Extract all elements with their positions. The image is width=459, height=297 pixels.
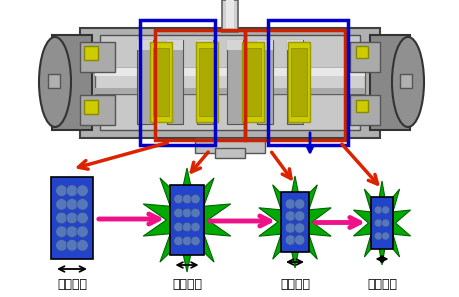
Bar <box>95 88 364 94</box>
Circle shape <box>182 236 191 246</box>
Circle shape <box>174 208 183 218</box>
Text: 第二阶段: 第二阶段 <box>172 279 202 291</box>
Bar <box>150 42 172 122</box>
Circle shape <box>174 222 183 232</box>
Bar <box>355 46 367 58</box>
Bar <box>100 35 359 130</box>
Bar <box>370 197 392 249</box>
Bar <box>241 42 263 122</box>
Bar <box>80 28 379 138</box>
Bar <box>84 100 98 114</box>
Circle shape <box>174 236 183 246</box>
Bar <box>170 185 203 255</box>
Circle shape <box>381 219 389 227</box>
Bar <box>52 35 92 130</box>
Circle shape <box>190 208 200 218</box>
Bar <box>349 42 379 72</box>
Circle shape <box>374 232 381 240</box>
Circle shape <box>77 199 88 210</box>
Circle shape <box>294 199 304 209</box>
Circle shape <box>56 226 67 237</box>
Circle shape <box>56 212 67 224</box>
Bar <box>155 30 245 140</box>
Circle shape <box>182 194 191 204</box>
Bar <box>226 40 242 124</box>
Bar <box>167 40 183 124</box>
Circle shape <box>190 222 200 232</box>
Text: 第一阶段: 第一阶段 <box>57 279 87 291</box>
Bar <box>291 48 306 116</box>
Circle shape <box>77 240 88 251</box>
Bar <box>84 46 98 60</box>
Ellipse shape <box>39 37 71 127</box>
Bar <box>286 40 302 50</box>
Text: 第三阶段: 第三阶段 <box>280 279 309 291</box>
Circle shape <box>66 226 78 237</box>
Bar <box>286 40 302 124</box>
Circle shape <box>294 223 304 233</box>
Circle shape <box>190 194 200 204</box>
Circle shape <box>190 236 200 246</box>
Bar <box>140 20 214 145</box>
Polygon shape <box>143 168 230 272</box>
Bar <box>196 42 218 122</box>
Bar <box>225 0 234 28</box>
Bar <box>280 192 308 252</box>
Text: 第四阶段: 第四阶段 <box>366 279 396 291</box>
Bar <box>349 95 379 125</box>
Bar <box>195 138 264 153</box>
Circle shape <box>285 199 295 209</box>
Circle shape <box>66 185 78 196</box>
Circle shape <box>77 212 88 224</box>
Circle shape <box>182 222 191 232</box>
Bar <box>399 74 411 88</box>
Circle shape <box>381 232 389 240</box>
Circle shape <box>66 240 78 251</box>
Bar <box>268 20 347 145</box>
Circle shape <box>374 206 381 214</box>
Bar <box>245 48 260 116</box>
Circle shape <box>182 208 191 218</box>
Bar <box>226 40 242 50</box>
Ellipse shape <box>391 37 423 127</box>
Polygon shape <box>353 181 409 265</box>
Bar <box>153 48 168 116</box>
Circle shape <box>77 226 88 237</box>
Circle shape <box>77 185 88 196</box>
Circle shape <box>56 240 67 251</box>
Bar <box>214 148 245 158</box>
Bar <box>369 35 409 130</box>
Bar <box>48 74 60 88</box>
Circle shape <box>285 235 295 245</box>
Bar <box>137 40 153 50</box>
Bar <box>80 42 115 72</box>
Bar <box>137 40 153 124</box>
Bar <box>257 40 272 50</box>
Circle shape <box>381 206 389 214</box>
Bar <box>80 95 115 125</box>
Circle shape <box>294 235 304 245</box>
Circle shape <box>374 219 381 227</box>
Bar <box>355 100 367 112</box>
Bar <box>245 30 344 140</box>
Circle shape <box>174 194 183 204</box>
Circle shape <box>66 199 78 210</box>
Circle shape <box>285 223 295 233</box>
Bar <box>95 68 364 94</box>
Bar <box>257 40 272 124</box>
Bar <box>95 68 364 76</box>
Circle shape <box>66 212 78 224</box>
Bar <box>199 48 214 116</box>
Bar <box>167 40 183 50</box>
Bar <box>287 42 309 122</box>
Bar <box>196 40 213 50</box>
Bar <box>196 40 213 124</box>
Polygon shape <box>258 176 330 268</box>
Bar <box>222 0 237 32</box>
Bar <box>51 177 93 259</box>
Circle shape <box>56 199 67 210</box>
Circle shape <box>56 185 67 196</box>
Circle shape <box>294 211 304 221</box>
Circle shape <box>285 211 295 221</box>
